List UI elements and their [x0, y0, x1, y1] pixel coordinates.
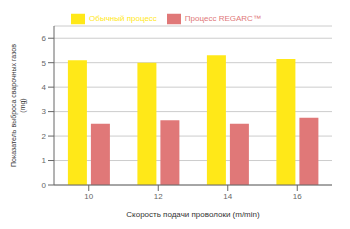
svg-text:Скорость подачи проволоки (m/m: Скорость подачи проволоки (m/min): [126, 210, 260, 219]
svg-text:14: 14: [223, 192, 232, 201]
svg-text:16: 16: [293, 192, 302, 201]
html-text:Процесс REGARC™: Процесс REGARC™: [184, 14, 261, 24]
svg-text:5: 5: [42, 59, 47, 68]
svg-text:2: 2: [42, 132, 47, 141]
html-text:Обычный процесс: Обычный процесс: [89, 14, 157, 24]
svg-text:1: 1: [42, 156, 47, 165]
svg-text:Показатель выброса сварочных г: Показатель выброса сварочных газов(mg): [10, 44, 27, 167]
svg-text:3: 3: [42, 107, 47, 116]
svg-text:6: 6: [42, 34, 47, 43]
svg-text:10: 10: [84, 192, 93, 201]
svg-text:12: 12: [154, 192, 163, 201]
svg-text:0: 0: [42, 181, 47, 190]
svg-text:4: 4: [42, 83, 47, 92]
